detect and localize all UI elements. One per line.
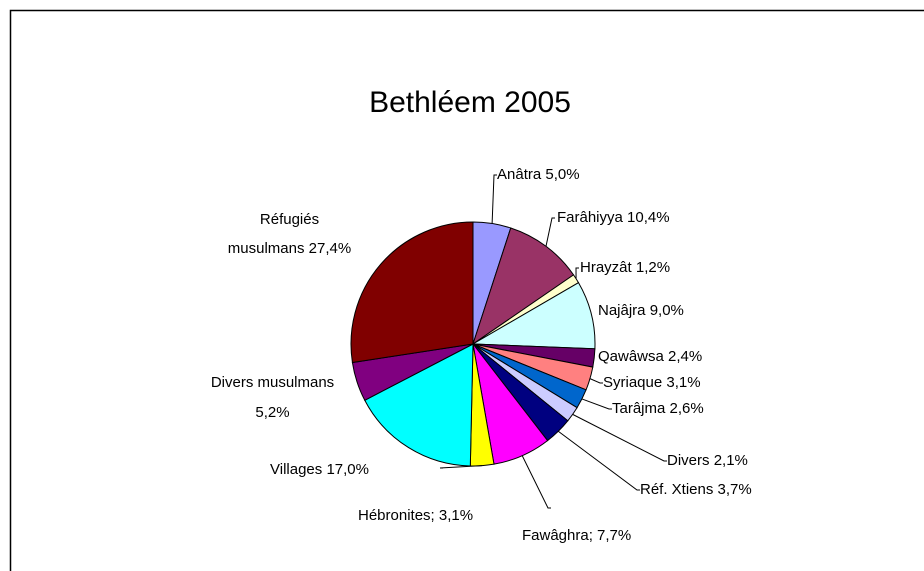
- category-name: Réf. Xtiens: [640, 481, 714, 498]
- value-label: 9,0%: [649, 302, 684, 319]
- value-label: 3,1%: [438, 507, 474, 524]
- category-name: Divers musulmans: [210, 374, 335, 391]
- value-label: 1,2%: [635, 259, 671, 276]
- category-name: Villages: [270, 461, 323, 478]
- category-name: Divers: [667, 452, 710, 469]
- slice-label: Farâhiyya 10,4%: [557, 203, 670, 232]
- slice-label: Syriaque 3,1%: [603, 368, 701, 397]
- category-name: Qawâwsa: [598, 348, 664, 365]
- slice-label: Qawâwsa 2,4%: [598, 342, 702, 371]
- slice-label: Divers 2,1%: [667, 446, 748, 475]
- chart-title: Bethléem 2005: [369, 86, 571, 119]
- category-name: Fawâghra;: [522, 527, 593, 544]
- value-label: 3,1%: [666, 374, 701, 391]
- leader-line: [521, 455, 551, 509]
- slice-label: Villages 17,0%: [270, 455, 369, 484]
- pie-slice: [472, 227, 575, 346]
- leader-line: [439, 465, 483, 469]
- slice-label: Fawâghra; 7,7%: [522, 521, 631, 550]
- leader-line: [575, 267, 579, 279]
- value-label: 3,7%: [717, 481, 752, 498]
- leader-line: [491, 174, 497, 224]
- category-name: Syriaque: [603, 374, 663, 391]
- category-name: Farâhiyya: [557, 209, 623, 226]
- value-label: 17,0%: [326, 461, 369, 478]
- slice-label: Tarâjma 2,6%: [612, 394, 704, 423]
- slice-label: Najâjra 9,0%: [598, 296, 684, 325]
- value-label: 2,4%: [668, 348, 703, 365]
- value-label: 2,6%: [669, 400, 704, 417]
- value-label: 27,4%: [308, 240, 352, 257]
- slice-label: Réfugiés musulmans 27,4%: [222, 205, 357, 263]
- slice-label: Anâtra 5,0%: [497, 160, 580, 189]
- value-label: 2,1%: [713, 452, 748, 469]
- category-name: Hébronites;: [358, 507, 435, 524]
- pie-slice: [350, 221, 474, 364]
- slice-label: Divers musulmans 5,2%: [180, 368, 365, 428]
- leader-line: [581, 398, 612, 410]
- category-name: Najâjra: [598, 302, 646, 319]
- value-label: 10,4%: [627, 209, 670, 226]
- slice-label: Hrayzât 1,2%: [580, 253, 670, 282]
- category-name: Réfugiés musulmans: [227, 211, 320, 257]
- value-label: 5,0%: [545, 166, 580, 183]
- leader-line: [557, 430, 640, 491]
- slice-label: Réf. Xtiens 3,7%: [640, 475, 752, 504]
- leader-line: [589, 378, 603, 384]
- category-name: Anâtra: [497, 166, 542, 183]
- category-name: Tarâjma: [612, 400, 666, 417]
- pie-slice: [364, 343, 474, 467]
- leader-line: [572, 413, 667, 462]
- slice-label: Hébronites; 3,1%: [358, 501, 473, 530]
- leader-line: [545, 217, 555, 247]
- category-name: Hrayzât: [580, 259, 632, 276]
- value-label: 7,7%: [597, 527, 632, 544]
- value-label: 5,2%: [255, 404, 290, 421]
